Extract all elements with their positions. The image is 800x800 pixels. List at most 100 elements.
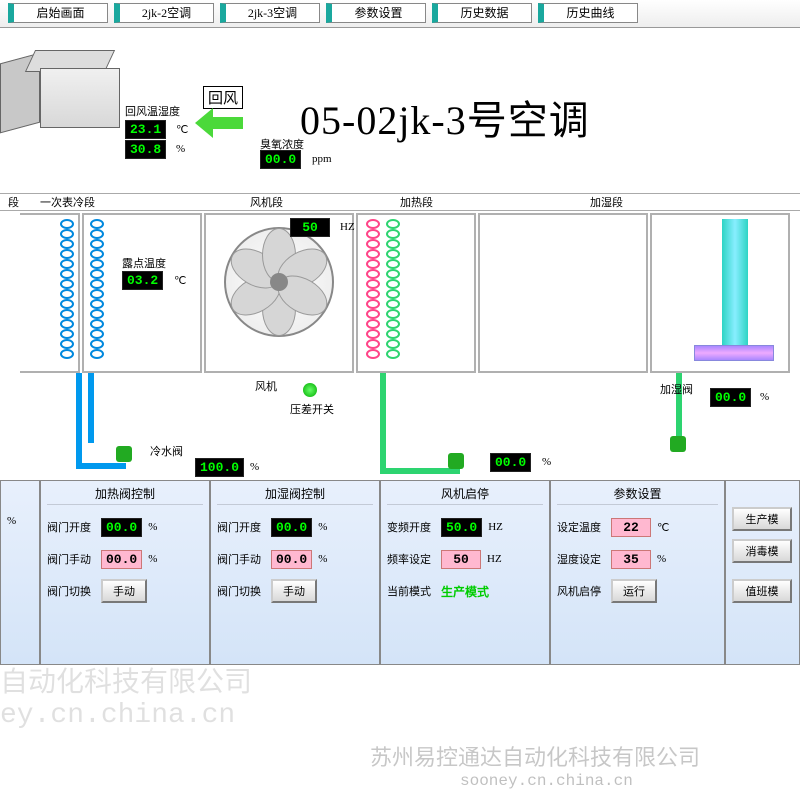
- section-cooling: 一次表冷段: [40, 194, 95, 212]
- return-air-arrow-icon: [195, 108, 245, 138]
- section-band: 段 一次表冷段 风机段 加热段 加湿段: [0, 193, 800, 211]
- panel-humid: 加湿阀控制 阀门开度00.0% 阀门手动00.0% 阀门切换手动: [210, 480, 380, 665]
- panel-partial: %: [0, 480, 40, 665]
- pressure-label: 压差开关: [290, 401, 334, 417]
- section-box-heat: [356, 213, 476, 373]
- mode-prod-button[interactable]: 生产模: [732, 507, 792, 531]
- return-duct-icon: [0, 58, 120, 148]
- humid-valve-icon: [670, 436, 686, 452]
- return-humidity-unit: %: [176, 143, 185, 155]
- dewpoint-unit: ℃: [174, 274, 186, 287]
- blue-pipe2: [88, 373, 94, 443]
- watermark-3: 苏州易控通达自动化科技有限公司: [370, 740, 700, 772]
- set-temp-input[interactable]: 22: [611, 518, 651, 537]
- set-temp-label: 设定温度: [557, 519, 605, 535]
- heat-valve-value: 00.0: [490, 453, 531, 472]
- heat-manual-input[interactable]: 00.0: [101, 550, 142, 569]
- set-humid-label: 湿度设定: [557, 551, 605, 567]
- humid-switch-label: 阀门切换: [217, 583, 265, 599]
- humid-manual-input[interactable]: 00.0: [271, 550, 312, 569]
- tab-history-curve[interactable]: 历史曲线: [538, 3, 638, 23]
- heat-valve-icon: [448, 453, 464, 469]
- heat-valve-unit: %: [542, 456, 551, 468]
- p0-unit: %: [7, 515, 16, 527]
- blue-pipe: [76, 373, 82, 463]
- humid-valve-label: 加湿阀: [660, 381, 693, 397]
- watermark-2: ey.cn.china.cn: [0, 700, 235, 731]
- humid-open-unit: %: [318, 521, 327, 533]
- heat-open-label: 阀门开度: [47, 519, 95, 535]
- ozone-value: 00.0: [260, 150, 301, 169]
- panel-params: 参数设置 设定温度22℃ 湿度设定35% 风机启停运行: [550, 480, 725, 665]
- humid-valve-unit: %: [760, 391, 769, 403]
- humid-manual-unit: %: [318, 553, 327, 565]
- tab-params[interactable]: 参数设置: [326, 3, 426, 23]
- set-humid-unit: %: [657, 553, 666, 565]
- hvac-diagram: 回风温湿度 23.1 ℃ 30.8 % 回风 05-02jk-3号空调 臭氧浓度…: [0, 28, 800, 508]
- fan-mode-label: 当前模式: [387, 583, 435, 599]
- tab-2jk2[interactable]: 2jk-2空调: [114, 3, 214, 23]
- green-heat-pipe-h: [380, 468, 460, 474]
- mode-disinfect-button[interactable]: 消毒模: [732, 539, 792, 563]
- section-heating: 加热段: [400, 194, 433, 212]
- return-temp-unit: ℃: [176, 123, 188, 136]
- cold-valve-icon: [116, 446, 132, 462]
- heat-switch-button[interactable]: 手动: [101, 579, 147, 603]
- dewpoint-label: 露点温度: [122, 255, 166, 271]
- fan-freq-label: 频率设定: [387, 551, 435, 567]
- tab-2jk3[interactable]: 2jk-3空调: [220, 3, 320, 23]
- panel-fan-title: 风机启停: [387, 485, 543, 505]
- humidifier-tower-icon: [722, 219, 748, 349]
- dewpoint-value: 03.2: [122, 271, 163, 290]
- tab-history-data[interactable]: 历史数据: [432, 3, 532, 23]
- fan-label: 风机: [255, 378, 277, 394]
- heat-manual-label: 阀门手动: [47, 551, 95, 567]
- set-temp-unit: ℃: [657, 521, 669, 534]
- heat-open-unit: %: [148, 521, 157, 533]
- section-partial: 段: [8, 194, 19, 212]
- set-humid-input[interactable]: 35: [611, 550, 651, 569]
- humid-valve-value: 00.0: [710, 388, 751, 407]
- cooling-coil-icon: [58, 219, 76, 367]
- fan-vfd-value: 50.0: [441, 518, 482, 537]
- cold-valve-unit: %: [250, 461, 259, 473]
- return-temp-value: 23.1: [125, 120, 166, 139]
- return-humidity-value: 30.8: [125, 140, 166, 159]
- section-humid: 加湿段: [590, 194, 623, 212]
- heating-coil-icon: [364, 219, 382, 367]
- fan-freq-input[interactable]: 50: [441, 550, 481, 569]
- control-panels: % 加热阀控制 阀门开度00.0% 阀门手动00.0% 阀门切换手动 加湿阀控制…: [0, 480, 800, 665]
- tab-start[interactable]: 启始画面: [8, 3, 108, 23]
- return-air-sensor-label: 回风温湿度: [125, 103, 180, 119]
- panel-humid-title: 加湿阀控制: [217, 485, 373, 505]
- blue-pipe-h: [76, 463, 126, 469]
- cooling-coil2-icon: [88, 219, 106, 367]
- fan-vfd-unit: HZ: [488, 521, 503, 533]
- mode-standby-button[interactable]: 值班模: [732, 579, 792, 603]
- humid-switch-button[interactable]: 手动: [271, 579, 317, 603]
- section-box-1: [20, 213, 80, 373]
- heating-coil2-icon: [384, 219, 402, 367]
- panel-fan: 风机启停 变频开度50.0HZ 频率设定50HZ 当前模式生产模式: [380, 480, 550, 665]
- cold-valve-value: 100.0: [195, 458, 244, 477]
- section-box-2: 露点温度 03.2 ℃: [82, 213, 202, 373]
- pressure-led-icon: [303, 383, 317, 397]
- watermark-4: sooney.cn.china.cn: [460, 772, 633, 790]
- cold-valve-label: 冷水阀: [150, 443, 183, 459]
- fan-run-button[interactable]: 运行: [611, 579, 657, 603]
- fan-icon: [224, 227, 334, 337]
- section-box-5: [478, 213, 648, 373]
- section-fan: 风机段: [250, 194, 283, 212]
- fan-freq-unit: HZ: [487, 553, 502, 565]
- panel-modes: 生产模 消毒模 值班模: [725, 480, 800, 665]
- fan-hz-unit: HZ: [340, 221, 355, 233]
- top-nav: 启始画面 2jk-2空调 2jk-3空调 参数设置 历史数据 历史曲线: [0, 0, 800, 28]
- section-box-fan: [204, 213, 354, 373]
- humid-open-label: 阀门开度: [217, 519, 265, 535]
- humid-manual-label: 阀门手动: [217, 551, 265, 567]
- fan-vfd-label: 变频开度: [387, 519, 435, 535]
- page-title: 05-02jk-3号空调: [300, 88, 590, 146]
- fan-hz-display: 50: [290, 218, 330, 237]
- fan-run-label: 风机启停: [557, 583, 605, 599]
- section-box-humid: [650, 213, 790, 373]
